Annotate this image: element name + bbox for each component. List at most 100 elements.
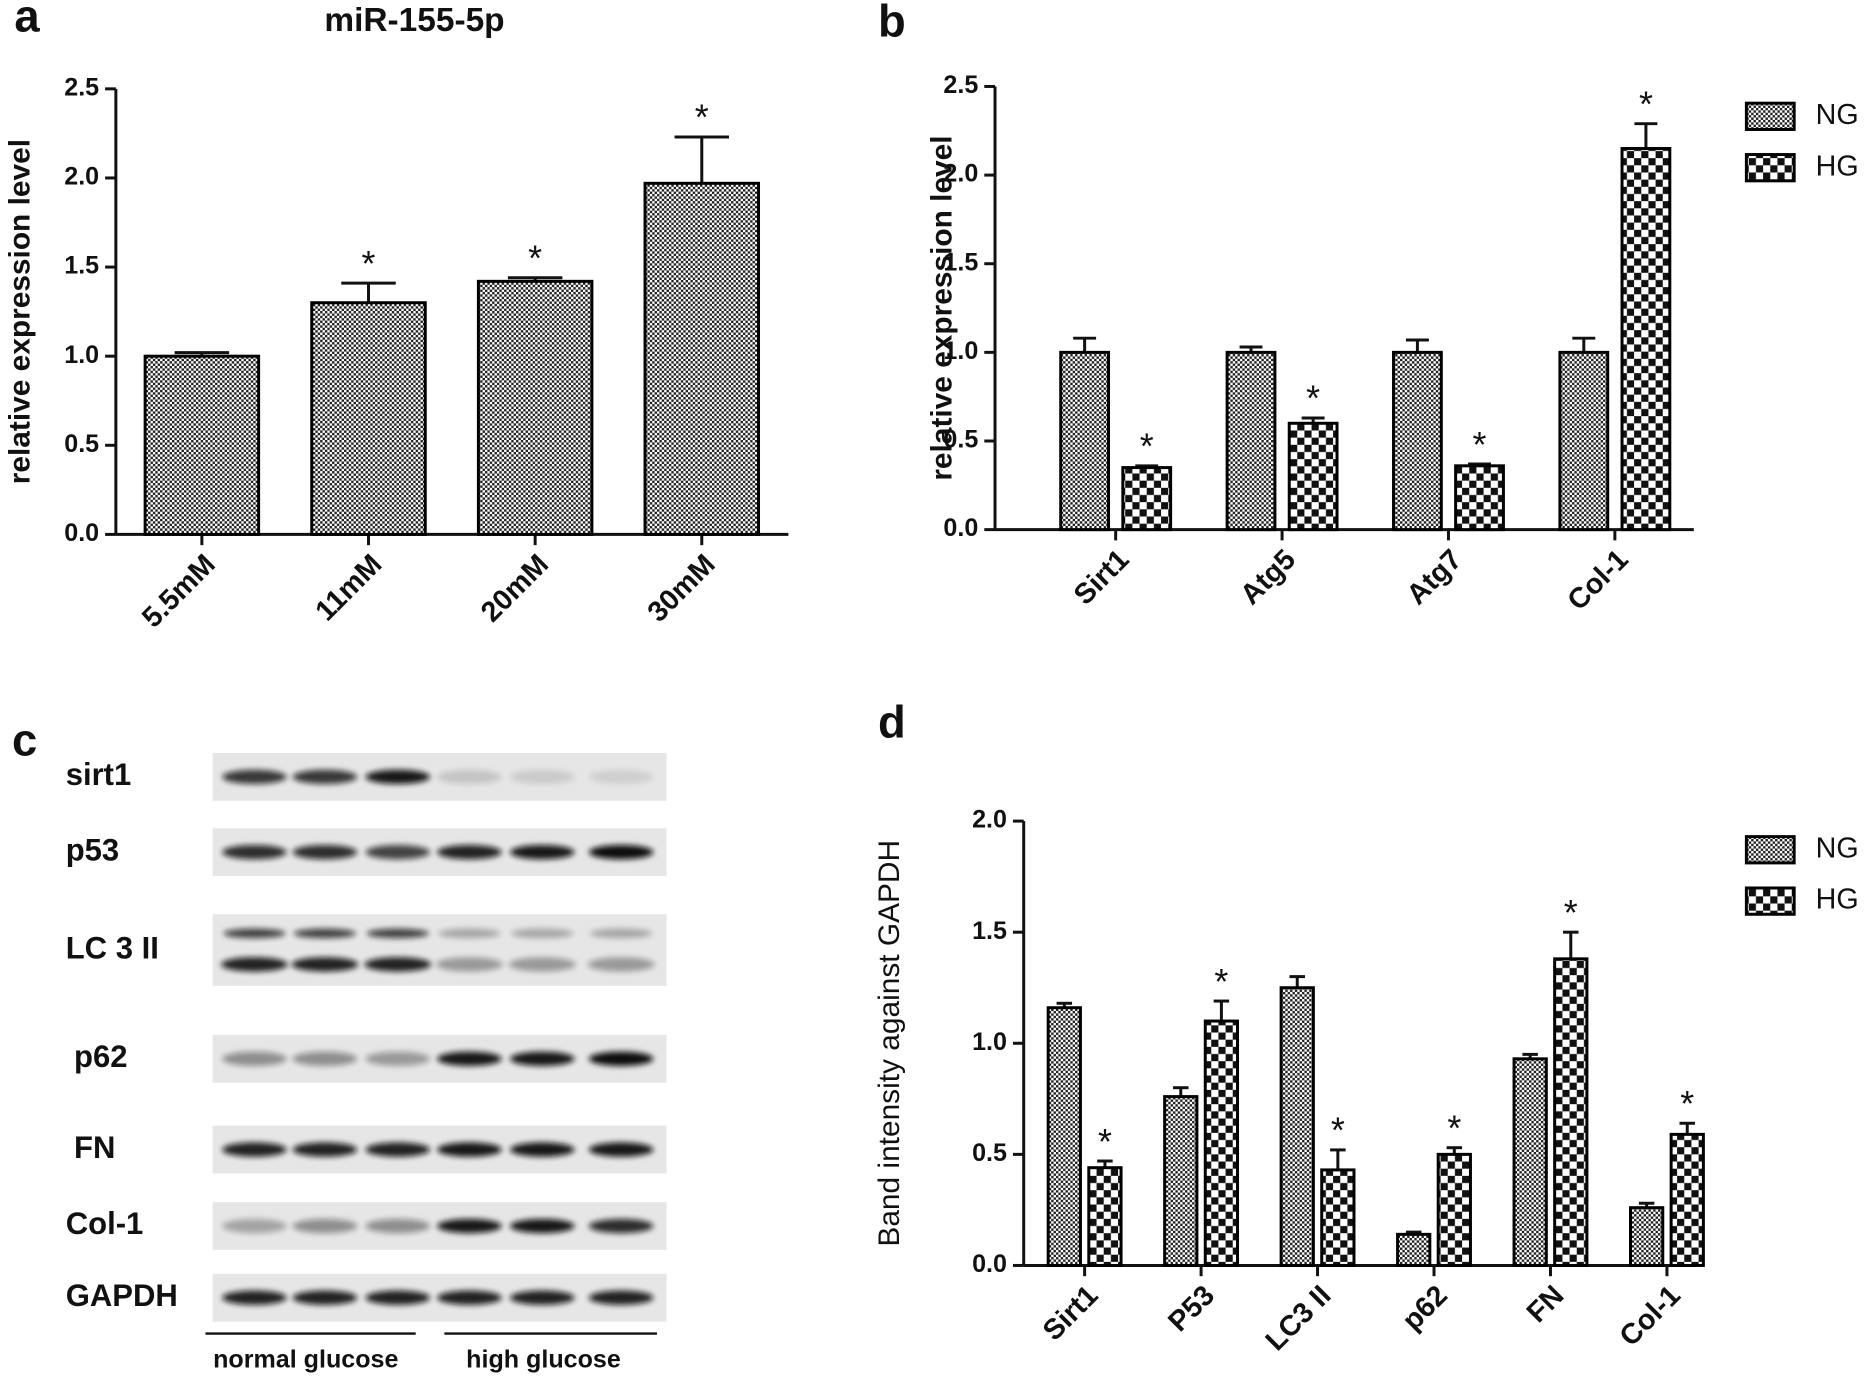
significance-mark: * <box>695 98 709 138</box>
blot-band <box>588 1218 654 1234</box>
y-tick-label: 2.0 <box>64 163 99 191</box>
x-tick-label: Sirt1 <box>1068 544 1136 612</box>
blot-band <box>435 957 503 972</box>
y-tick-label: 2.5 <box>943 71 978 99</box>
blot-band <box>588 844 654 860</box>
bar <box>1320 1168 1356 1267</box>
bar <box>1629 1206 1665 1267</box>
blot-band <box>293 928 356 939</box>
x-tick-label: 11mM <box>309 548 388 627</box>
blot-row-label: p53 <box>66 832 120 867</box>
blot-band <box>437 1218 502 1234</box>
blot-band <box>222 844 287 860</box>
y-tick-label: 0.5 <box>972 1139 1007 1167</box>
bar <box>310 301 427 536</box>
significance-mark: * <box>1473 425 1487 465</box>
blot-band <box>510 1142 575 1157</box>
blot-row-label: LC 3 II <box>66 930 159 965</box>
bar <box>1620 147 1672 532</box>
x-tick-label: 5.5mM <box>136 548 222 634</box>
blot-band <box>292 1290 358 1305</box>
blot-band <box>292 1218 358 1234</box>
significance-mark: * <box>1306 379 1320 419</box>
y-tick-label: 1.5 <box>943 248 978 276</box>
bar <box>1454 464 1505 532</box>
legend-swatch <box>1744 835 1796 865</box>
significance-mark: * <box>1447 1108 1461 1148</box>
blot-row-label: Col-1 <box>66 1206 144 1241</box>
y-tick-label: 1.5 <box>972 917 1007 945</box>
blot-band <box>510 769 575 785</box>
group-label: high glucose <box>466 1346 621 1374</box>
panel-letter: d <box>878 697 906 748</box>
legend-label: HG <box>1816 150 1859 182</box>
blot-band <box>223 928 286 939</box>
blot-band <box>588 1142 654 1157</box>
blot-row-label: sirt1 <box>66 757 132 792</box>
significance-mark: * <box>1680 1084 1694 1124</box>
blot-band <box>437 1290 502 1305</box>
y-tick-label: 1.0 <box>64 341 99 369</box>
panel-letter: c <box>12 714 37 765</box>
blot-band <box>438 928 501 939</box>
legend-label: NG <box>1816 99 1859 131</box>
bar <box>1436 1152 1472 1267</box>
x-tick-label: P53 <box>1162 1279 1221 1338</box>
x-tick-label: Atg7 <box>1401 544 1469 612</box>
y-axis-label: relative expression level <box>3 139 36 484</box>
panel-letter: a <box>14 0 40 42</box>
x-tick-label: 20mM <box>475 548 555 628</box>
legend-swatch <box>1744 153 1796 183</box>
blot-band <box>588 1290 654 1305</box>
blot-band <box>364 957 432 972</box>
significance-mark: * <box>528 239 542 279</box>
blot-band <box>365 844 431 860</box>
y-tick-label: 0.0 <box>972 1250 1007 1278</box>
blot-band <box>510 1218 575 1234</box>
bar <box>476 279 594 536</box>
y-tick-label: 0.0 <box>943 514 978 542</box>
significance-mark: * <box>1639 84 1653 124</box>
blot-band <box>437 769 502 785</box>
bar <box>1087 1166 1123 1267</box>
blot-band <box>291 957 359 972</box>
bar <box>1059 350 1111 532</box>
bar <box>1225 350 1277 532</box>
bar <box>143 354 261 536</box>
blot-band <box>292 1142 358 1157</box>
bar <box>643 181 761 536</box>
y-axis-label: relative expression level <box>926 135 959 480</box>
blot-band <box>292 844 358 860</box>
blot-band <box>222 769 287 785</box>
y-tick-label: 1.0 <box>972 1028 1007 1056</box>
y-tick-label: 0.5 <box>64 430 99 458</box>
blot-band <box>292 1051 358 1066</box>
blot-band <box>437 1142 502 1157</box>
blot-band <box>510 844 575 860</box>
blot-row-label: GAPDH <box>66 1278 178 1313</box>
blot-band <box>222 1290 287 1305</box>
bar <box>1203 1019 1240 1267</box>
x-tick-label: 30mM <box>642 548 722 628</box>
significance-mark: * <box>1098 1122 1112 1162</box>
y-tick-label: 0.5 <box>943 426 978 454</box>
legend-label: HG <box>1816 884 1859 916</box>
blot-band <box>510 1290 575 1305</box>
blot-band <box>220 957 288 972</box>
panel-letter: b <box>878 0 906 46</box>
bar <box>1279 986 1315 1267</box>
x-tick-label: Sirt1 <box>1037 1279 1105 1347</box>
y-tick-label: 2.5 <box>64 73 99 101</box>
x-tick-label: p62 <box>1396 1279 1454 1337</box>
blot-strip <box>212 914 667 986</box>
bar <box>1396 1232 1432 1267</box>
blot-band <box>511 928 574 939</box>
blot-band <box>588 769 654 785</box>
significance-mark: * <box>1331 1111 1345 1151</box>
y-tick-label: 1.5 <box>64 252 99 280</box>
bar <box>1163 1095 1199 1267</box>
x-tick-label: Col-1 <box>1614 1279 1687 1352</box>
significance-mark: * <box>1564 893 1578 933</box>
